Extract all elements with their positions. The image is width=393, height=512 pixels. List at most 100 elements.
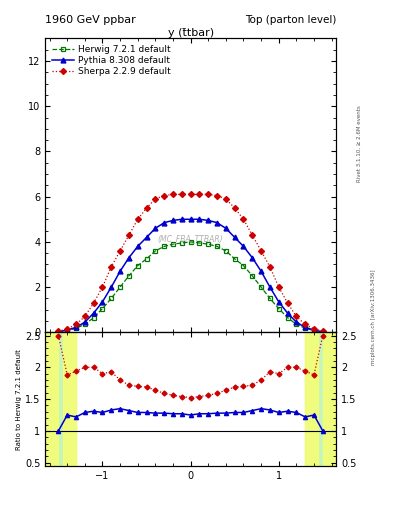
Pythia 8.308 default (320, 329, 325, 335)
Bar (63, 332, 76, 466)
Sherpa 2.2.9 default (171, 191, 175, 198)
Sherpa 2.2.9 default (56, 328, 61, 334)
Sherpa 2.2.9 default (197, 191, 202, 198)
Text: Top (parton level): Top (parton level) (244, 14, 336, 25)
Herwig 7.2.1 default (285, 314, 290, 321)
Herwig 7.2.1 default (144, 256, 149, 262)
Sherpa 2.2.9 default (206, 191, 211, 198)
Line: Sherpa 2.2.9 default: Sherpa 2.2.9 default (56, 193, 325, 333)
Pythia 8.308 default (118, 268, 123, 274)
Pythia 8.308 default (171, 217, 175, 223)
Herwig 7.2.1 default (73, 325, 78, 331)
Sherpa 2.2.9 default (268, 264, 272, 270)
Sherpa 2.2.9 default (320, 328, 325, 334)
Sherpa 2.2.9 default (232, 205, 237, 211)
Herwig 7.2.1 default (250, 273, 255, 279)
Pythia 8.308 default (162, 220, 167, 226)
Pythia 8.308 default (197, 216, 202, 222)
Pythia 8.308 default (285, 310, 290, 316)
Pythia 8.308 default (144, 234, 149, 241)
Bar (45, 332, 59, 466)
Sherpa 2.2.9 default (180, 191, 184, 198)
Herwig 7.2.1 default (224, 248, 228, 254)
Herwig 7.2.1 default (268, 295, 272, 302)
Sherpa 2.2.9 default (118, 248, 123, 254)
Pythia 8.308 default (206, 217, 211, 223)
Sherpa 2.2.9 default (153, 196, 158, 202)
Sherpa 2.2.9 default (127, 232, 131, 238)
Sherpa 2.2.9 default (91, 300, 96, 306)
Herwig 7.2.1 default (83, 322, 87, 328)
Text: mcplots.cern.ch [arXiv:1306.3436]: mcplots.cern.ch [arXiv:1306.3436] (371, 270, 376, 365)
Sherpa 2.2.9 default (294, 313, 299, 319)
Herwig 7.2.1 default (320, 329, 325, 335)
Pythia 8.308 default (232, 234, 237, 241)
Pythia 8.308 default (127, 254, 131, 261)
Sherpa 2.2.9 default (73, 322, 78, 328)
Herwig 7.2.1 default (180, 240, 184, 246)
Herwig 7.2.1 default (171, 241, 175, 247)
Herwig 7.2.1 default (127, 273, 131, 279)
Sherpa 2.2.9 default (109, 264, 114, 270)
Line: Pythia 8.308 default: Pythia 8.308 default (56, 217, 325, 334)
Pythia 8.308 default (188, 216, 193, 222)
Herwig 7.2.1 default (65, 328, 70, 334)
Herwig 7.2.1 default (232, 256, 237, 262)
Sherpa 2.2.9 default (285, 300, 290, 306)
Pythia 8.308 default (153, 225, 158, 231)
Sherpa 2.2.9 default (276, 284, 281, 290)
Herwig 7.2.1 default (276, 306, 281, 312)
Pythia 8.308 default (215, 220, 219, 226)
Bar (323, 332, 336, 466)
Sherpa 2.2.9 default (65, 326, 70, 332)
Herwig 7.2.1 default (100, 306, 105, 312)
Pythia 8.308 default (294, 319, 299, 325)
Pythia 8.308 default (56, 329, 61, 335)
Herwig 7.2.1 default (197, 240, 202, 246)
Title: y (t̄tbar): y (t̄tbar) (167, 28, 214, 37)
Sherpa 2.2.9 default (312, 326, 316, 332)
Sherpa 2.2.9 default (224, 196, 228, 202)
Pythia 8.308 default (180, 216, 184, 222)
Sherpa 2.2.9 default (83, 313, 87, 319)
Sherpa 2.2.9 default (259, 248, 263, 254)
Sherpa 2.2.9 default (241, 216, 246, 222)
Herwig 7.2.1 default (188, 239, 193, 245)
Sherpa 2.2.9 default (250, 232, 255, 238)
Sherpa 2.2.9 default (144, 205, 149, 211)
Herwig 7.2.1 default (303, 325, 308, 331)
Pythia 8.308 default (241, 243, 246, 249)
Sherpa 2.2.9 default (188, 191, 193, 198)
Herwig 7.2.1 default (241, 263, 246, 269)
Pythia 8.308 default (250, 254, 255, 261)
Bar (45, 332, 76, 466)
Pythia 8.308 default (224, 225, 228, 231)
Y-axis label: Ratio to Herwig 7.2.1 default: Ratio to Herwig 7.2.1 default (16, 349, 22, 450)
Pythia 8.308 default (268, 284, 272, 290)
Sherpa 2.2.9 default (135, 216, 140, 222)
Herwig 7.2.1 default (153, 248, 158, 254)
Pythia 8.308 default (83, 319, 87, 325)
Herwig 7.2.1 default (162, 243, 167, 249)
Herwig 7.2.1 default (215, 243, 219, 249)
Sherpa 2.2.9 default (303, 322, 308, 328)
Herwig 7.2.1 default (206, 241, 211, 247)
Herwig 7.2.1 default (312, 328, 316, 334)
Pythia 8.308 default (100, 298, 105, 305)
Herwig 7.2.1 default (109, 295, 114, 302)
Pythia 8.308 default (276, 298, 281, 305)
Sherpa 2.2.9 default (215, 193, 219, 199)
Herwig 7.2.1 default (118, 284, 123, 290)
Herwig 7.2.1 default (135, 263, 140, 269)
Herwig 7.2.1 default (259, 284, 263, 290)
Text: (MC_FBA_TTBAR): (MC_FBA_TTBAR) (158, 234, 223, 243)
Sherpa 2.2.9 default (162, 193, 167, 199)
Pythia 8.308 default (312, 327, 316, 333)
Legend: Herwig 7.2.1 default, Pythia 8.308 default, Sherpa 2.2.9 default: Herwig 7.2.1 default, Pythia 8.308 defau… (50, 43, 172, 78)
Pythia 8.308 default (65, 327, 70, 333)
Line: Herwig 7.2.1 default: Herwig 7.2.1 default (56, 240, 325, 334)
Bar (305, 332, 336, 466)
Pythia 8.308 default (91, 310, 96, 316)
Text: 1960 GeV ppbar: 1960 GeV ppbar (45, 14, 136, 25)
Herwig 7.2.1 default (294, 322, 299, 328)
